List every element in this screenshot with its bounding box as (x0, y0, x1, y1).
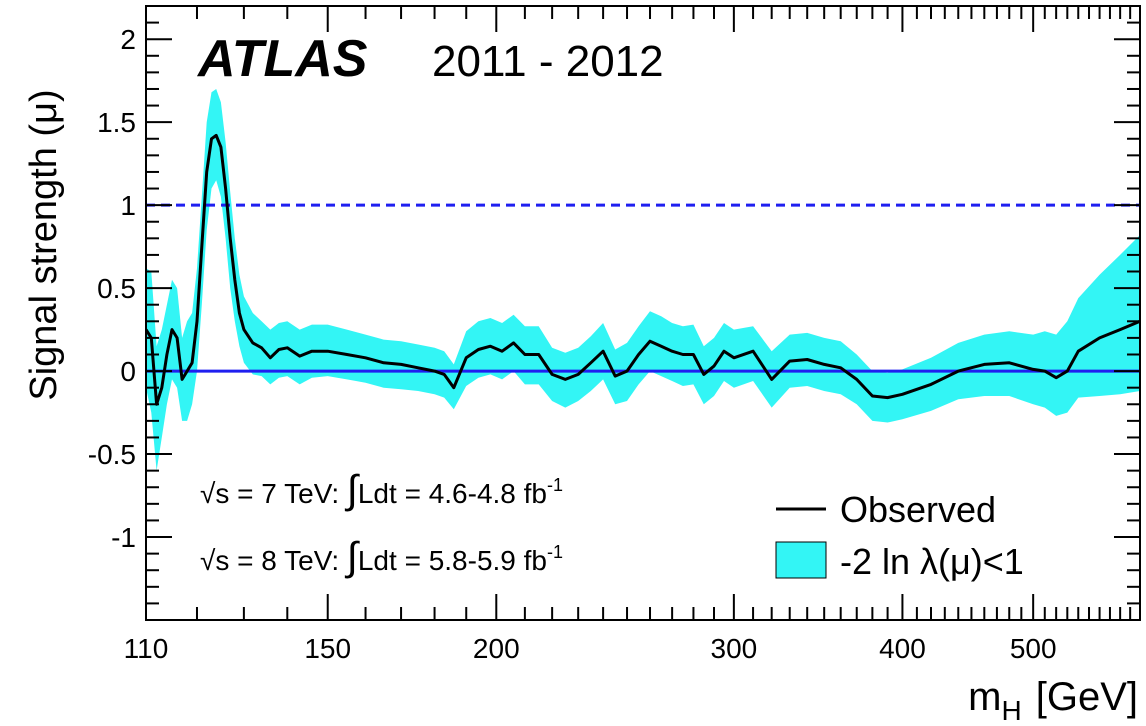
band-area (146, 89, 1140, 471)
x-tick-label: 500 (1010, 633, 1057, 664)
y-tick-label: 1 (120, 190, 136, 221)
y-tick-label: 0.5 (97, 273, 136, 304)
x-tick-label: 150 (304, 633, 351, 664)
plot-border (145, 5, 1141, 621)
observed-line (146, 133, 1140, 406)
reference-lines (146, 203, 1140, 373)
x-axis-label-sub: H (1002, 695, 1022, 726)
y-axis-label: Signal strength (μ) (23, 89, 65, 400)
y-tick-label: -0.5 (88, 439, 136, 470)
annotation-8tev-prefix: √s = 8 TeV: (200, 545, 347, 576)
annotation-7tev-sup: -1 (547, 475, 563, 495)
experiment-label: ATLAS (196, 30, 368, 88)
annotation-7tev-prefix: √s = 7 TeV: (200, 478, 347, 509)
plot-frame (145, 5, 1141, 621)
observed-layer (146, 133, 1140, 406)
x-tick-label: 400 (879, 633, 926, 664)
legend-observed-label: Observed (840, 489, 996, 530)
x-tick-label: 110 (124, 633, 169, 664)
y-tick-label: 2 (120, 24, 136, 55)
band-layer (146, 89, 1140, 471)
legend: Observed -2 ln λ(μ)<1 (775, 489, 1024, 582)
x-tick-label: 200 (473, 633, 520, 664)
x-axis-label: mH [GeV] (968, 675, 1138, 726)
legend-band-swatch (775, 541, 827, 579)
x-axis-label-main: m (968, 675, 1001, 719)
x-axis-label-unit: [GeV] (1036, 675, 1138, 719)
legend-band-label: -2 ln λ(μ)<1 (840, 541, 1024, 582)
x-tick-label: 300 (711, 633, 758, 664)
annotation-8tev: √s = 8 TeV: ∫Ldt = 5.8-5.9 fb-1 (200, 535, 563, 579)
axis-ticks (145, 5, 1141, 621)
y-tick-label: 0 (120, 356, 136, 387)
annotation-8tev-sup: -1 (547, 542, 563, 562)
annotation-7tev: √s = 7 TeV: ∫Ldt = 4.6-4.8 fb-1 (200, 468, 563, 512)
axis-labels: -1 -0.5 0 0.5 1 1.5 2 110 150 200 300 400 500 (88, 24, 1057, 664)
annotation-8tev-integral: ∫ (345, 535, 361, 579)
annotation-7tev-integral: ∫ (345, 468, 361, 512)
y-tick-label: -1 (111, 522, 136, 553)
years-label: 2011 - 2012 (432, 37, 664, 86)
annotation-7tev-body: Ldt = 4.6-4.8 fb (358, 478, 547, 509)
y-tick-label: 1.5 (97, 107, 136, 138)
annotation-8tev-body: Ldt = 5.8-5.9 fb (358, 545, 547, 576)
